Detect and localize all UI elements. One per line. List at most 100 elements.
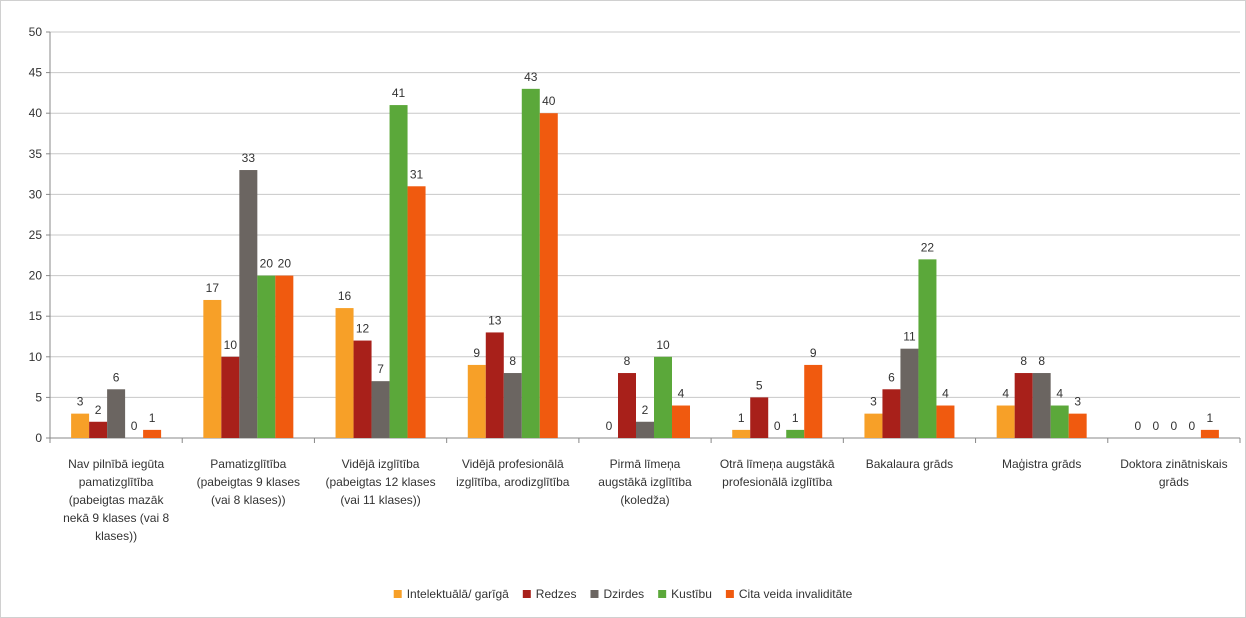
- bar-value-label: 4: [942, 387, 949, 401]
- bar-value-label: 2: [95, 403, 102, 417]
- x-category-label-line: Maģistra grāds: [1002, 457, 1081, 471]
- bar: [407, 186, 426, 438]
- legend-swatch: [393, 590, 402, 598]
- bar-value-label: 20: [278, 257, 292, 271]
- bar: [864, 413, 883, 438]
- bar: [203, 299, 222, 438]
- bar: [389, 105, 408, 438]
- bar: [143, 429, 162, 438]
- x-category-label-line: nekā 9 klases (vai 8: [63, 511, 169, 525]
- bar: [1068, 413, 1087, 438]
- x-category-label: Bakalaura grāds: [866, 457, 953, 471]
- bar-value-label: 4: [1002, 387, 1009, 401]
- legend-label: Cita veida invaliditāte: [739, 587, 853, 601]
- bar: [1032, 373, 1051, 438]
- bar-value-label: 22: [921, 240, 935, 254]
- bar-value-label: 33: [242, 151, 256, 165]
- bar-value-label: 0: [774, 419, 781, 433]
- bar-value-label: 0: [1135, 419, 1142, 433]
- bar: [107, 389, 126, 438]
- bar-value-label: 6: [888, 370, 895, 384]
- y-tick-label: 35: [29, 147, 43, 161]
- bar: [539, 113, 558, 438]
- category-labels: Nav pilnībā iegūta pamatizglītība (pabeigt…: [63, 457, 1228, 543]
- bar: [804, 364, 823, 438]
- x-category-label-line: Bakalaura grāds: [866, 457, 953, 471]
- bar-value-label: 0: [1189, 419, 1196, 433]
- legend-swatch: [522, 590, 531, 598]
- x-category-label-line: Vidējā izglītība: [342, 457, 420, 471]
- bar-value-label: 31: [410, 167, 424, 181]
- x-category-label-line: augstākā izglītība: [598, 475, 692, 489]
- bar-value-label: 8: [1038, 354, 1045, 368]
- bar-value-label: 4: [1056, 387, 1063, 401]
- legend-swatch: [590, 590, 599, 598]
- bar-value-label: 9: [473, 346, 480, 360]
- x-category-label-line: (pabeigtas 12 klases: [326, 475, 436, 489]
- bar: [636, 421, 654, 438]
- bar: [371, 381, 390, 438]
- bar-value-label: 43: [524, 70, 538, 84]
- bar: [485, 332, 504, 438]
- x-category-label-line: klases)): [95, 529, 137, 543]
- x-category-label: Maģistra grāds: [1002, 457, 1081, 471]
- legend-label: Dzirdes: [603, 587, 644, 601]
- bar-value-label: 9: [810, 346, 817, 360]
- bar-value-label: 5: [756, 378, 763, 392]
- bar: [257, 275, 276, 438]
- bar: [89, 421, 108, 438]
- x-category-label: Vidējā profesionālā izglītība, arodizglīt…: [456, 457, 570, 489]
- bar-value-label: 17: [206, 281, 220, 295]
- bar: [1050, 405, 1069, 438]
- bar-value-label: 0: [606, 419, 613, 433]
- y-tick-label: 40: [29, 106, 43, 120]
- x-category-label-line: (vai 8 klases)): [211, 493, 286, 507]
- bar-value-label: 3: [1074, 395, 1081, 409]
- bar-value-label: 8: [509, 354, 516, 368]
- bar-value-label: 7: [377, 362, 384, 376]
- bar-value-label: 8: [624, 354, 631, 368]
- bar-value-label: 0: [1171, 419, 1178, 433]
- x-category-label-line: izglītība, arodizglītība: [456, 475, 570, 489]
- x-category-label-line: Nav pilnībā iegūta: [68, 457, 164, 471]
- bar-value-label: 0: [1153, 419, 1160, 433]
- x-category-label-line: (pabeigtas 9 klases: [197, 475, 300, 489]
- legend: Intelektuālā/ garīgā Redzes Dzirdes Kustību…: [393, 587, 853, 601]
- legend-swatch: [725, 590, 734, 598]
- legend-label: Redzes: [536, 587, 577, 601]
- bar: [353, 340, 372, 438]
- bar: [672, 405, 690, 438]
- bar-value-label: 10: [656, 338, 670, 352]
- x-category-label-line: Pamatizglītība: [210, 457, 286, 471]
- bar: [786, 429, 805, 438]
- bar-value-label: 0: [131, 419, 138, 433]
- bar: [732, 429, 751, 438]
- y-tick-label: 10: [29, 350, 43, 364]
- bar-value-label: 1: [738, 411, 745, 425]
- bar: [71, 413, 90, 438]
- bar: [882, 389, 901, 438]
- x-category-label-line: grāds: [1159, 475, 1189, 489]
- bar-value-label: 1: [792, 411, 799, 425]
- x-category-label-line: (vai 11 klases)): [340, 493, 420, 507]
- bar: [521, 88, 540, 438]
- bar-value-label: 1: [1207, 411, 1214, 425]
- bars: [71, 88, 1219, 439]
- y-tick-label: 5: [35, 390, 42, 404]
- x-category-label: Doktora zinātniskais grāds: [1120, 457, 1227, 489]
- x-category-label: Vidējā izglītība (pabeigtas 12 klases (vai…: [326, 457, 436, 507]
- x-category-label-line: Vidējā profesionālā: [462, 457, 564, 471]
- y-tick-label: 15: [29, 309, 43, 323]
- x-category-label-line: profesionālā izglītība: [722, 475, 832, 489]
- legend-label: Kustību: [671, 587, 712, 601]
- x-category-label-line: (pabeigtas mazāk: [69, 493, 165, 507]
- bar: [936, 405, 955, 438]
- x-category-label-line: Doktora zinātniskais: [1120, 457, 1227, 471]
- bar-value-label: 11: [903, 330, 916, 344]
- bar-value-label: 13: [488, 313, 502, 327]
- bar: [335, 308, 354, 438]
- bar: [1200, 429, 1219, 438]
